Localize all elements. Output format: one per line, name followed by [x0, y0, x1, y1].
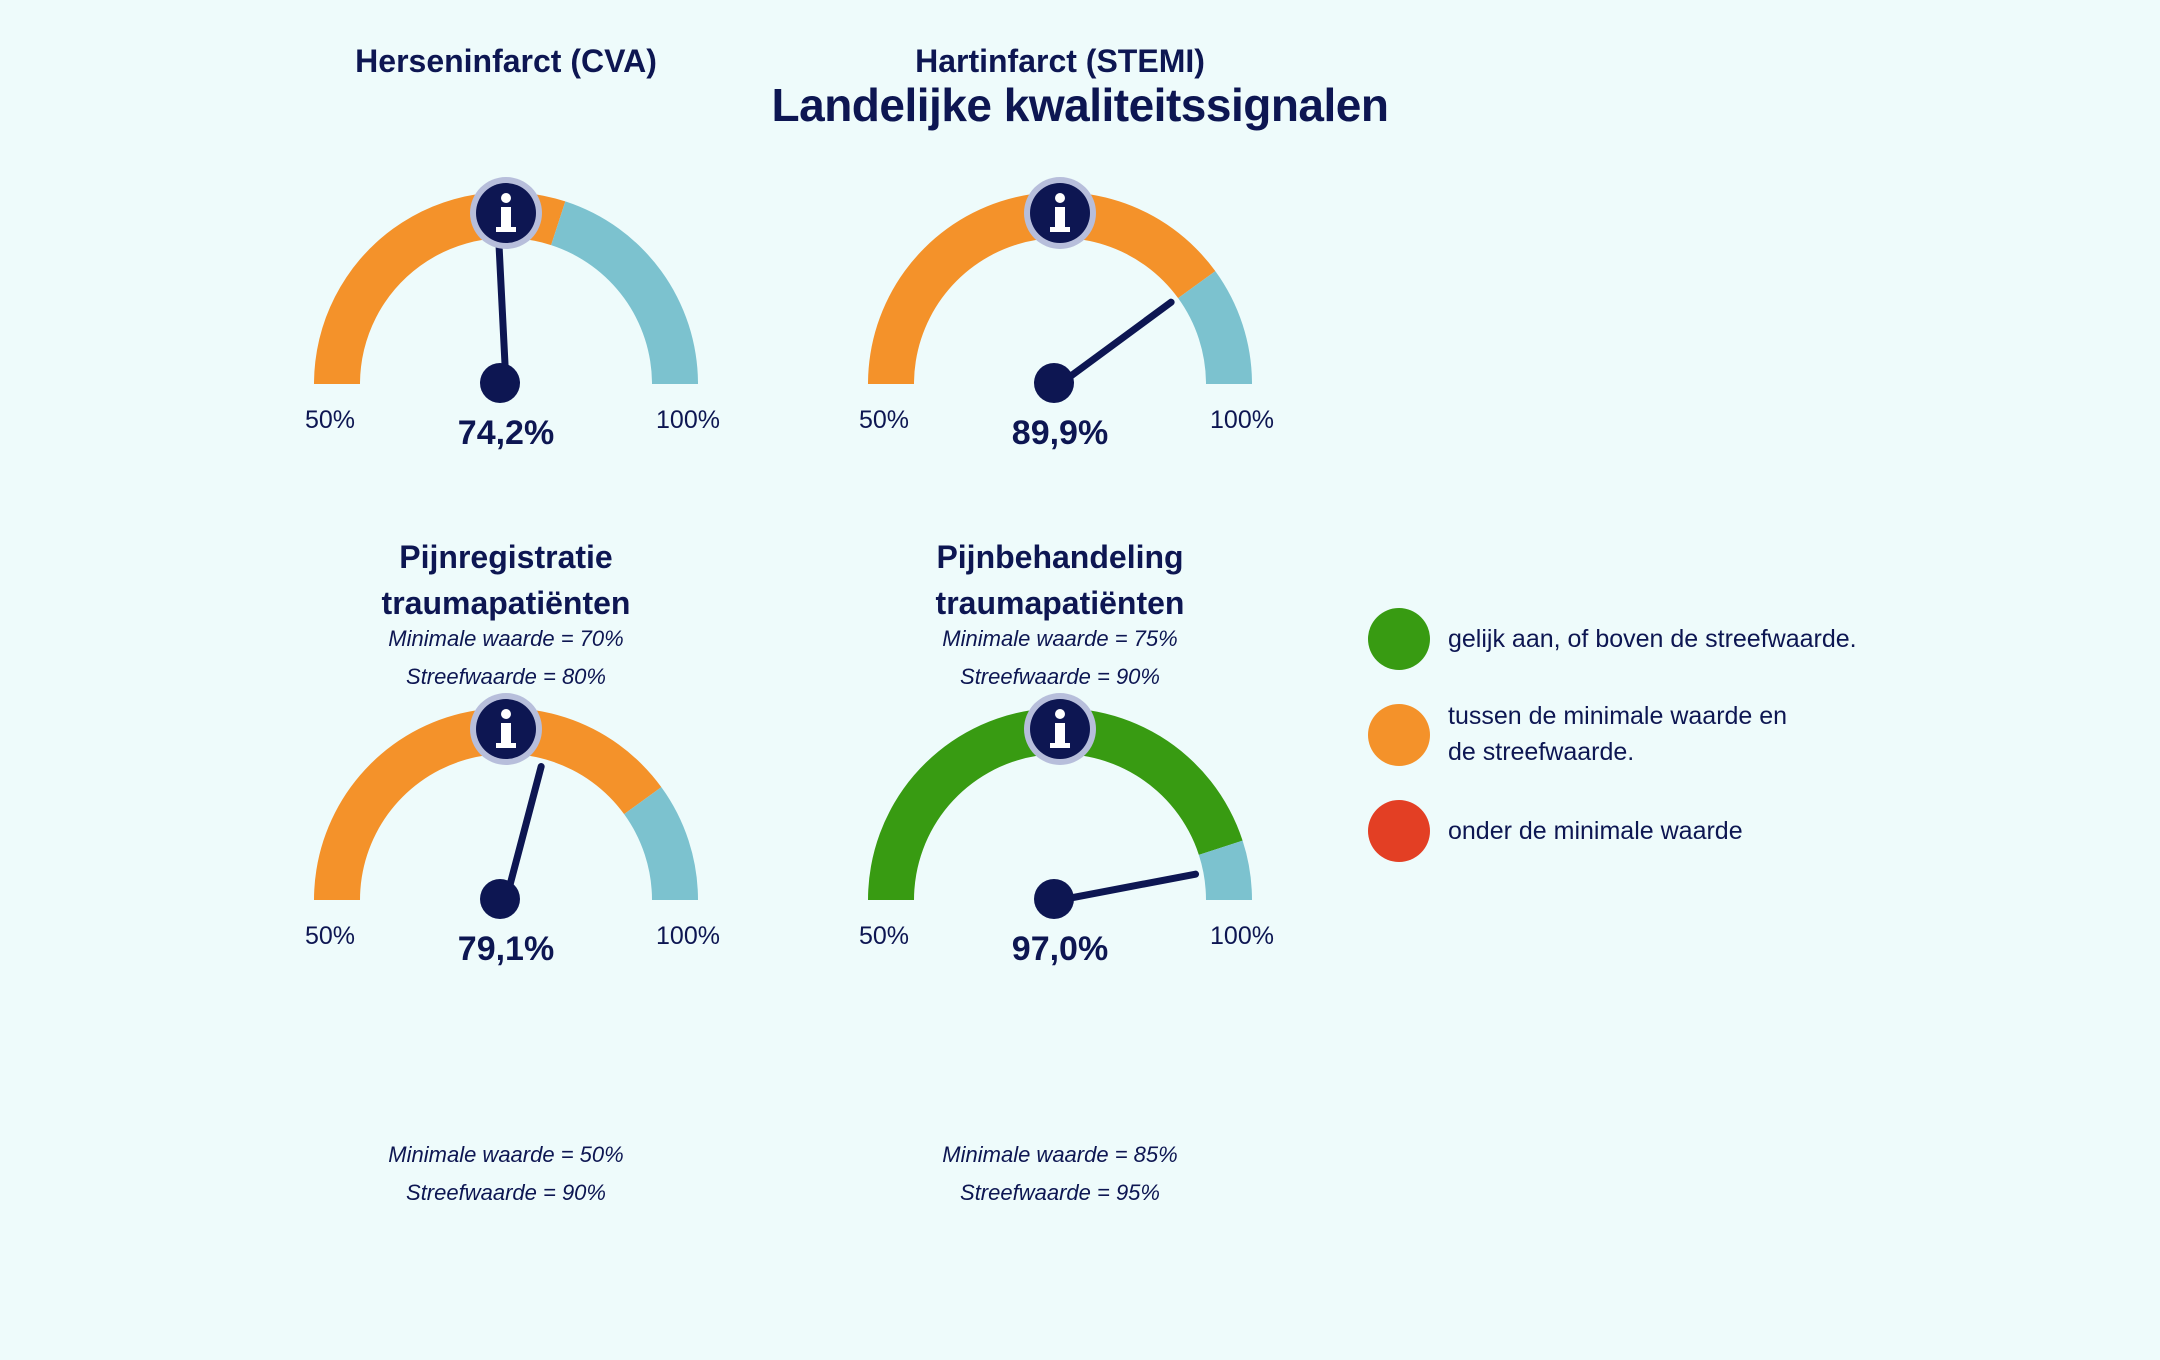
gauge-minimal-value: Minimale waarde = 70%: [388, 626, 624, 651]
gauge-min-label: 50%: [859, 922, 909, 950]
info-icon-dot: [1055, 709, 1065, 719]
info-icon-dot: [1055, 193, 1065, 203]
legend-text: gelijk aan, of boven de streefwaarde.: [1448, 621, 1948, 657]
info-icon-base: [496, 743, 516, 748]
gauge-target-band: [551, 201, 698, 384]
gauge-value: 89,9%: [1011, 414, 1109, 452]
gauge-value: 79,1%: [457, 930, 555, 968]
gauge-needle: [1056, 870, 1200, 904]
info-icon-stem: [1055, 207, 1065, 231]
info-icon-dot: [501, 193, 511, 203]
legend-text-line: de streefwaarde.: [1448, 738, 1635, 766]
gauge-needle: [502, 763, 545, 904]
info-icon[interactable]: [1024, 177, 1096, 249]
gauge-title-line: traumapatiënten: [935, 585, 1185, 621]
gauge-status-band: [868, 192, 1216, 384]
gauge-max-label: 100%: [656, 406, 720, 434]
legend-text: tussen de minimale waarde en de streefwaa…: [1448, 698, 1948, 770]
gauge-min-label: 50%: [305, 922, 355, 950]
gauge-minimal-value: Minimale waarde = 85%: [942, 1142, 1178, 1167]
legend-text-line: gelijk aan, of boven de streefwaarde.: [1448, 625, 1857, 653]
info-icon-stem: [501, 207, 511, 231]
gauge-target-value: Streefwaarde = 95%: [960, 1180, 1160, 1205]
info-icon-dot: [501, 709, 511, 719]
gauge-max-label: 100%: [1210, 406, 1274, 434]
gauge-needle: [495, 242, 510, 388]
gauge-title: Pijnbehandeling traumapatiënten: [780, 534, 1340, 626]
gauge-value: 97,0%: [1011, 930, 1109, 968]
info-icon[interactable]: [470, 177, 542, 249]
info-icon[interactable]: [1024, 693, 1096, 765]
gauge-dial: 50% 100%: [859, 693, 1274, 950]
gauge-card: Pijnbehandeling traumapatiënten 50% 100% 97,…: [780, 534, 1340, 1054]
gauge-max-label: 100%: [1210, 922, 1274, 950]
gauge-status-band: [868, 708, 1243, 900]
info-icon-base: [496, 227, 516, 232]
gauge-title-line: Pijnregistratie: [399, 539, 613, 575]
gauge-title: Hartinfarct (STEMI): [780, 38, 1340, 84]
info-icon-base: [1050, 743, 1070, 748]
gauge-card: Pijnregistratie traumapatiënten 50% 100% 79,…: [226, 534, 786, 1054]
gauge-dial: 50% 100%: [859, 177, 1274, 434]
gauge-minimal-value: Minimale waarde = 75%: [942, 626, 1178, 651]
gauge-needle-hub: [1034, 363, 1074, 403]
gauge-title: Pijnregistratie traumapatiënten: [226, 534, 786, 626]
page-title: Landelijke kwaliteitssignalen: [771, 79, 1389, 131]
legend-text-line: tussen de minimale waarde en: [1448, 702, 1788, 730]
gauge-target-value: Streefwaarde = 90%: [406, 1180, 606, 1205]
gauge-max-label: 100%: [656, 922, 720, 950]
gauge-title-line: Herseninfarct (CVA): [355, 43, 657, 79]
legend-swatch: [1368, 704, 1430, 766]
gauge-title-line: Hartinfarct (STEMI): [915, 43, 1205, 79]
gauge-title-line: traumapatiënten: [381, 585, 631, 621]
gauge-card: Herseninfarct (CVA) 50% 100% 74,2%: [226, 18, 786, 538]
info-icon[interactable]: [470, 693, 542, 765]
gauge-target-value: Streefwaarde = 80%: [406, 664, 606, 689]
gauge-title-line: Pijnbehandeling: [936, 539, 1184, 575]
gauge-target-band: [1198, 840, 1252, 900]
legend-text: onder de minimale waarde: [1448, 813, 1948, 849]
gauge-target-value: Streefwaarde = 90%: [960, 664, 1160, 689]
gauge-dial: 50% 100%: [305, 177, 720, 434]
gauge-min-label: 50%: [859, 406, 909, 434]
gauge-min-label: 50%: [305, 406, 355, 434]
gauge-needle-hub: [480, 879, 520, 919]
gauge-target-band: [1178, 271, 1252, 384]
gauge-value: 74,2%: [457, 414, 555, 452]
gauge-minimal-value: Minimale waarde = 50%: [388, 1142, 624, 1167]
info-icon-stem: [1055, 723, 1065, 747]
gauge-target-band: [624, 787, 698, 900]
gauge-needle: [1056, 298, 1175, 388]
gauge-status-band: [314, 708, 662, 900]
gauge-card: Hartinfarct (STEMI) 50% 100% 89,9%: [780, 18, 1340, 538]
legend-swatch: [1368, 800, 1430, 862]
legend-text-line: onder de minimale waarde: [1448, 817, 1743, 845]
info-icon-stem: [501, 723, 511, 747]
info-icon-base: [1050, 227, 1070, 232]
gauge-needle-hub: [1034, 879, 1074, 919]
gauge-dial: 50% 100%: [305, 693, 720, 950]
legend-swatch: [1368, 608, 1430, 670]
gauge-needle-hub: [480, 363, 520, 403]
gauge-title: Herseninfarct (CVA): [226, 38, 786, 84]
